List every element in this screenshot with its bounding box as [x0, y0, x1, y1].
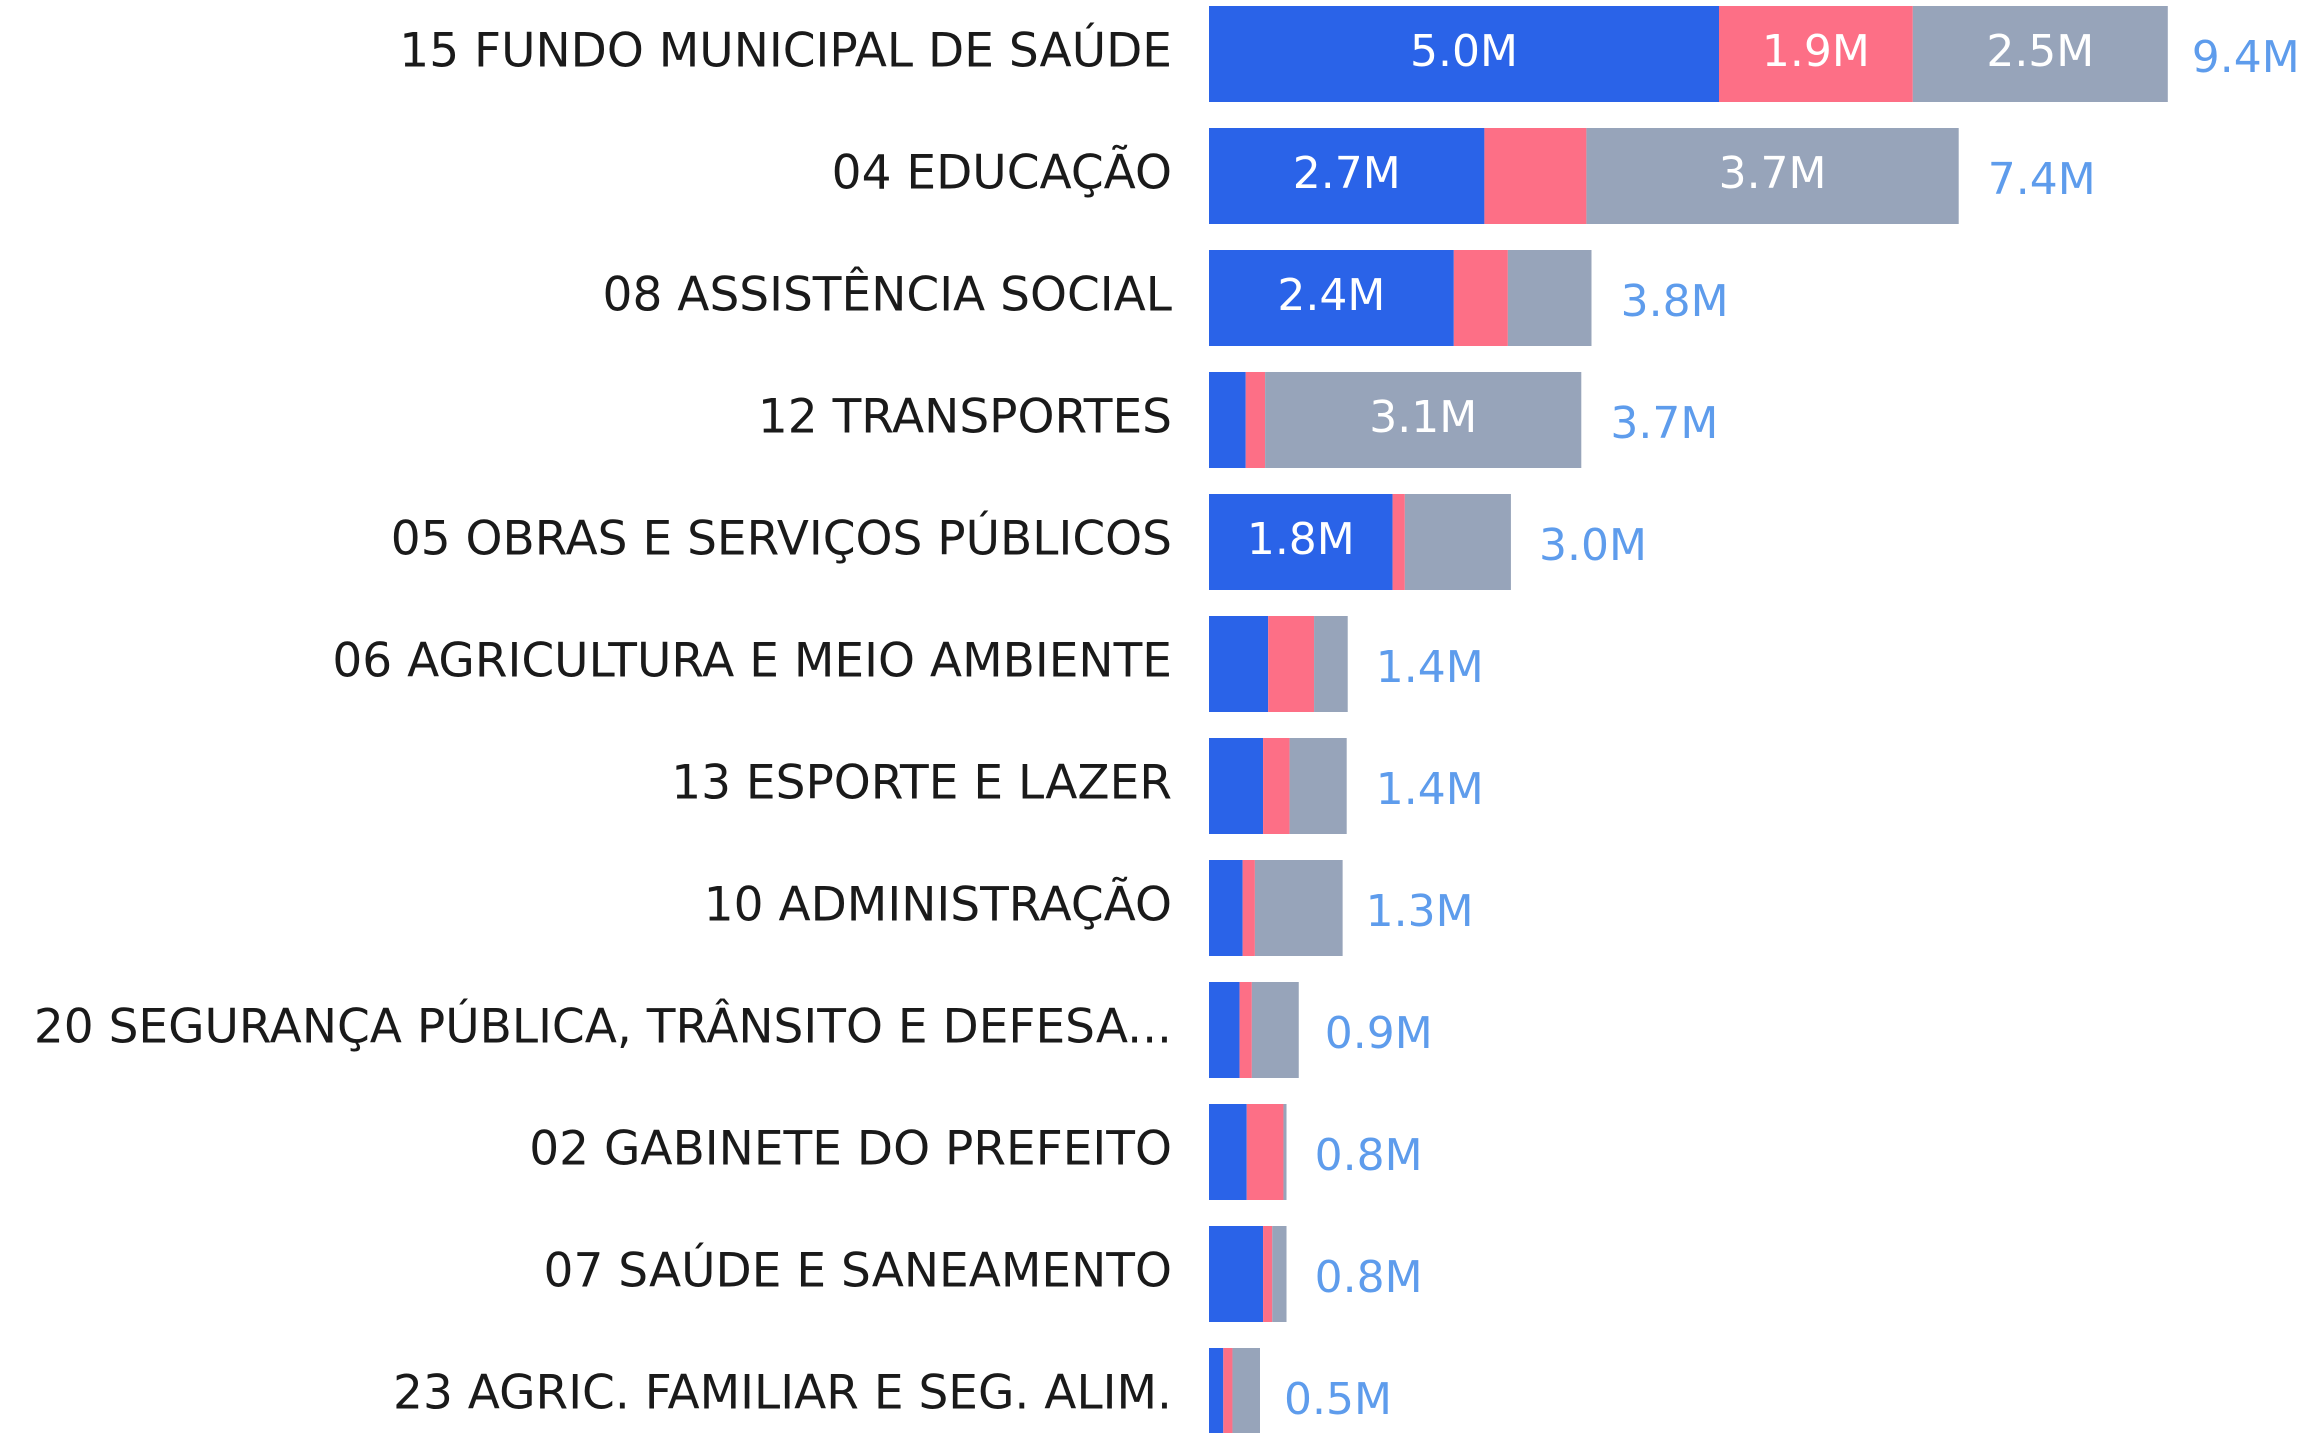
bar-segment: [1254, 860, 1343, 956]
bar-segment: [1912, 6, 2168, 102]
total-label: 1.4M: [1376, 764, 1484, 815]
total-label: 3.7M: [1610, 398, 1718, 449]
bar-segment: [1209, 372, 1246, 468]
bar-segment: [1223, 1348, 1233, 1433]
bar-segment: [1209, 616, 1269, 712]
category-label: 10 ADMINISTRAÇÃO: [704, 878, 1172, 933]
category-label: 20 SEGURANÇA PÚBLICA, TRÂNSITO E DEFESA.…: [34, 1000, 1172, 1055]
value-label: 1.9M: [1762, 26, 1870, 77]
bar-segment: [1268, 616, 1315, 712]
bar-segment: [1245, 372, 1266, 468]
bar-segment: [1453, 250, 1508, 346]
bar-segment: [1232, 1348, 1260, 1433]
value-label: 2.7M: [1293, 148, 1401, 199]
bar-segment: [1209, 6, 1719, 102]
total-label: 0.8M: [1315, 1252, 1423, 1303]
category-label: 05 OBRAS E SERVIÇOS PÚBLICOS: [391, 512, 1172, 567]
value-label: 2.5M: [1986, 26, 2094, 77]
bar-segment: [1263, 738, 1290, 834]
bar-segment: [1314, 616, 1348, 712]
category-label: 23 AGRIC. FAMILIAR E SEG. ALIM.: [393, 1366, 1172, 1421]
category-label: 04 EDUCAÇÃO: [832, 146, 1172, 201]
category-label: 15 FUNDO MUNICIPAL DE SAÚDE: [399, 24, 1172, 79]
bar-segment: [1272, 1226, 1287, 1322]
value-label: 3.1M: [1369, 392, 1477, 443]
bar-segment: [1719, 6, 1913, 102]
total-label: 9.4M: [2192, 32, 2299, 83]
bar-segment: [1209, 860, 1243, 956]
category-label: 07 SAÚDE E SANEAMENTO: [544, 1244, 1172, 1299]
total-label: 3.8M: [1621, 276, 1729, 327]
bar-segment: [1586, 128, 1959, 224]
bar-segment: [1263, 1226, 1273, 1322]
bar-segment: [1242, 860, 1255, 956]
total-label: 7.4M: [1988, 154, 2096, 205]
category-label: 13 ESPORTE E LAZER: [671, 756, 1172, 811]
bar-segment: [1209, 1226, 1264, 1322]
value-label: 3.7M: [1719, 148, 1827, 199]
bar-segment: [1209, 494, 1393, 590]
bar-segment: [1209, 128, 1485, 224]
bar-segment: [1251, 982, 1299, 1078]
category-label: 02 GABINETE DO PREFEITO: [529, 1122, 1172, 1177]
bar-segment: [1283, 1104, 1287, 1200]
category-label: 08 ASSISTÊNCIA SOCIAL: [603, 268, 1172, 323]
bar-segment: [1265, 372, 1582, 468]
bar-segment: [1392, 494, 1405, 590]
bar-segment: [1404, 494, 1511, 590]
category-label: 12 TRANSPORTES: [758, 390, 1172, 445]
bar-segment: [1209, 1348, 1224, 1433]
bar-segment: [1246, 1104, 1284, 1200]
category-label: 06 AGRICULTURA E MEIO AMBIENTE: [332, 634, 1172, 689]
total-label: 0.9M: [1325, 1008, 1433, 1059]
total-label: 1.4M: [1376, 642, 1484, 693]
total-label: 3.0M: [1539, 520, 1647, 571]
value-label: 2.4M: [1277, 270, 1385, 321]
bar-segment: [1239, 982, 1252, 1078]
total-label: 0.8M: [1315, 1130, 1423, 1181]
total-label: 1.3M: [1366, 886, 1474, 937]
value-label: 1.8M: [1247, 514, 1355, 565]
total-label: 0.5M: [1284, 1374, 1392, 1425]
value-label: 5.0M: [1410, 26, 1518, 77]
bar-segment: [1484, 128, 1587, 224]
bar-segment: [1289, 738, 1347, 834]
bar-segment: [1209, 1104, 1247, 1200]
bar-segment: [1507, 250, 1592, 346]
bar-segment: [1209, 250, 1454, 346]
bar-segment: [1209, 982, 1240, 1078]
bar-segment: [1209, 738, 1264, 834]
